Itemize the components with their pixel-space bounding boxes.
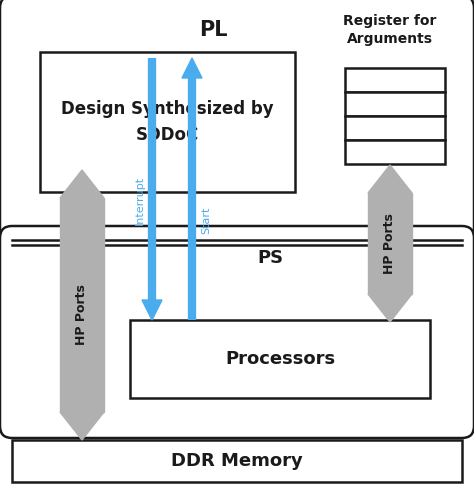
Text: HP Ports: HP Ports: [383, 214, 396, 274]
Text: Start: Start: [201, 206, 211, 234]
Bar: [60, 198, 104, 412]
Bar: [368, 193, 412, 294]
Bar: [345, 68, 445, 92]
Text: Design Synthesized by
SDDoC: Design Synthesized by SDDoC: [61, 101, 273, 143]
Text: Register for
Arguments: Register for Arguments: [343, 14, 437, 46]
Text: PL: PL: [199, 20, 227, 40]
FancyArrow shape: [182, 58, 202, 78]
Bar: [130, 320, 430, 398]
FancyArrow shape: [368, 165, 412, 193]
Text: PS: PS: [257, 249, 283, 267]
Text: HP Ports: HP Ports: [75, 285, 89, 346]
Text: Interrupt: Interrupt: [135, 176, 145, 224]
Bar: [345, 116, 445, 140]
Bar: [12, 440, 462, 482]
Text: DDR Memory: DDR Memory: [171, 452, 303, 470]
FancyBboxPatch shape: [0, 0, 474, 312]
FancyBboxPatch shape: [0, 226, 474, 438]
Bar: [345, 92, 445, 116]
FancyArrow shape: [368, 294, 412, 322]
Bar: [345, 140, 445, 164]
FancyArrow shape: [142, 300, 162, 320]
Text: Processors: Processors: [225, 350, 335, 368]
Bar: [40, 52, 295, 192]
FancyArrow shape: [60, 412, 104, 440]
FancyArrow shape: [60, 170, 104, 198]
Bar: [108, 237, 448, 241]
